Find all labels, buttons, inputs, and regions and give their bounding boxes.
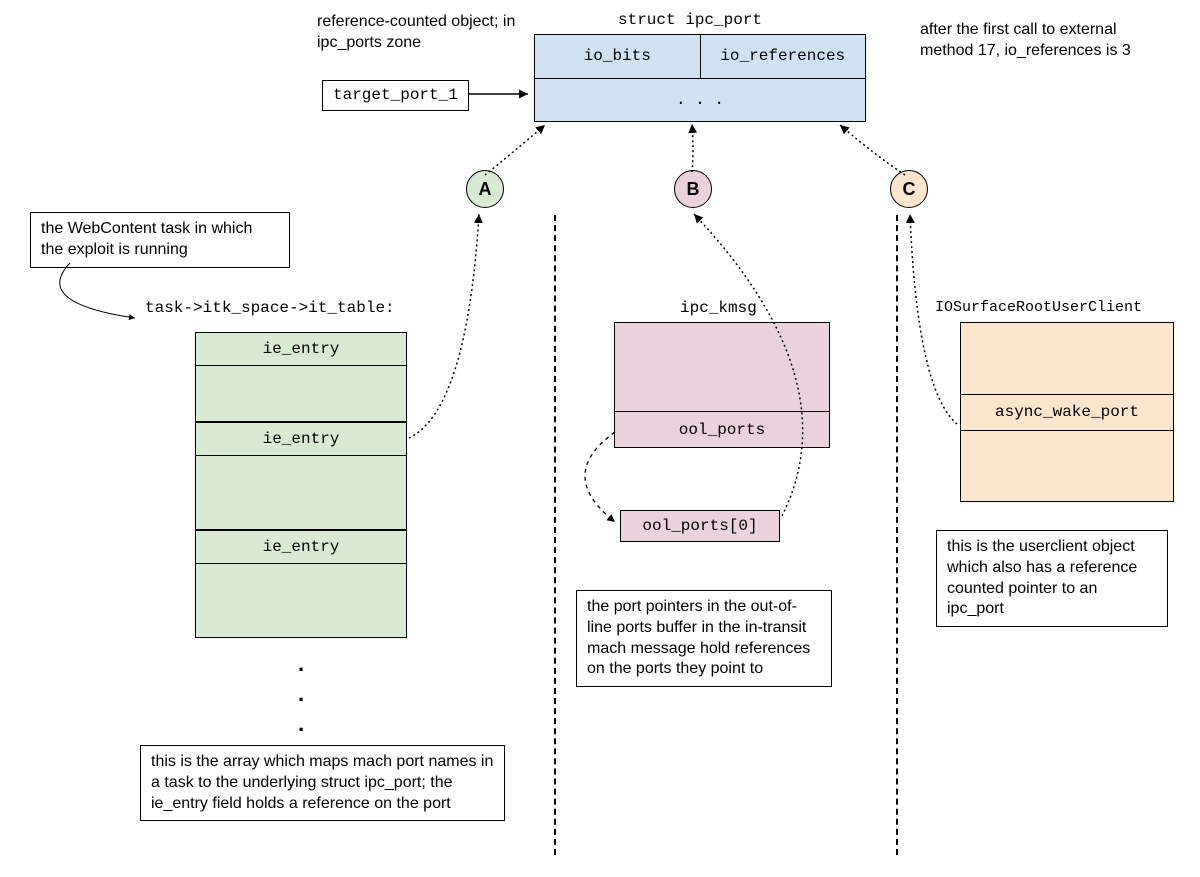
- arrow-b-up: [680, 120, 710, 175]
- table-row: ie_entry: [195, 422, 407, 456]
- vdot1: .: [298, 650, 304, 679]
- columnC-bottom-note: this is the userclient object which also…: [936, 530, 1168, 627]
- columnA-bottom-note: this is the array which maps mach port n…: [140, 745, 505, 821]
- curve-webcontent: [40, 258, 150, 330]
- badge-b: B: [674, 170, 712, 208]
- ipc-port-struct: io_bits io_references . . .: [534, 34, 866, 122]
- arrow-entry-to-A: [407, 210, 487, 442]
- table-row: ie_entry: [195, 332, 407, 366]
- iosurface-blank-bottom: [961, 430, 1173, 502]
- top-left-note: reference-counted object; in ipc_ports z…: [317, 12, 517, 54]
- table-gap: [195, 564, 407, 638]
- table-row: ie_entry: [195, 530, 407, 564]
- arrow-a-up: [470, 120, 550, 180]
- io-references-cell: io_references: [701, 35, 866, 78]
- dash-1: [554, 215, 556, 855]
- vdot3: .: [298, 710, 304, 739]
- ipc-port-body: . . .: [535, 79, 865, 122]
- arrow-async-to-C: [902, 210, 972, 430]
- arrow-ool0-to-B: [690, 210, 850, 520]
- target-port-1-box: target_port_1: [322, 80, 469, 111]
- vdot2: .: [298, 680, 304, 709]
- struct-title: struct ipc_port: [618, 10, 762, 31]
- iosurface-box: async_wake_port: [960, 322, 1174, 502]
- columnB-bottom-note: the port pointers in the out-of-line por…: [576, 590, 832, 687]
- arrow-target-to-struct: [468, 86, 538, 106]
- table-gap: [195, 456, 407, 530]
- arrow-c-up: [835, 120, 915, 180]
- iosurface-blank-top: [961, 323, 1173, 394]
- top-right-note: after the first call to external method …: [920, 20, 1140, 62]
- table-gap: [195, 366, 407, 422]
- dash-2: [896, 215, 898, 855]
- it-table: ie_entry ie_entry ie_entry: [195, 332, 407, 638]
- io-bits-cell: io_bits: [535, 35, 701, 78]
- async-wake-port-row: async_wake_port: [961, 394, 1173, 430]
- it-table-path: task->itk_space->it_table:: [145, 298, 395, 319]
